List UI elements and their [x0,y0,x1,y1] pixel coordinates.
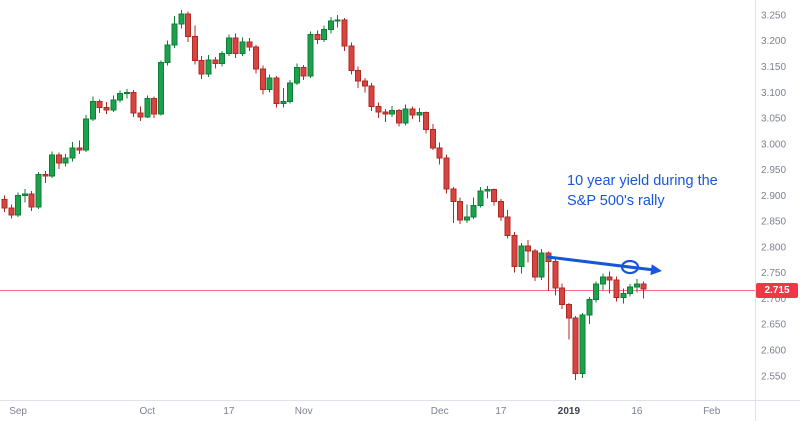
x-axis-label: 16 [631,406,643,417]
y-axis-label: 2.700 [761,294,786,305]
x-axis-label: 17 [223,406,235,417]
y-axis-label: 2.800 [761,242,786,253]
annotation-line-1: 10 year yield during the [567,173,718,189]
y-axis-label: 2.950 [761,165,786,176]
x-axis-label: 2019 [558,406,581,417]
y-axis-label: 2.900 [761,191,786,202]
y-axis-label: 3.250 [761,10,786,21]
y-axis-label: 2.550 [761,371,786,382]
x-axis-label: Feb [703,406,721,417]
price-line-tag: 2.715 [756,283,798,299]
y-axis-label: 3.200 [761,36,786,47]
price-axis[interactable]: 3.250 3.200 3.150 3.100 3.050 3.000 2.950 2.900… [761,10,786,382]
y-axis-label: 3.050 [761,114,786,125]
y-axis-label: 2.850 [761,217,786,228]
annotation-arrow[interactable] [546,255,662,276]
y-axis-label: 2.650 [761,320,786,331]
annotation-line-2: S&P 500's rally [567,193,665,209]
x-axis-label: Sep [9,406,27,417]
x-axis-label: Dec [431,406,449,417]
y-axis-label: 3.000 [761,139,786,150]
x-axis-label: Oct [140,406,156,417]
y-axis-label: 2.600 [761,346,786,357]
y-axis-label: 2.750 [761,268,786,279]
y-axis-label: 3.150 [761,62,786,73]
y-axis-label: 3.100 [761,88,786,99]
annotation-circle[interactable] [620,259,640,275]
x-axis-label: 17 [495,406,507,417]
annotation-text[interactable]: 10 year yield during the S&P 500's rally [567,171,718,211]
x-axis-label: Nov [295,406,313,417]
candle-series [1,9,647,380]
time-axis[interactable]: Sep Oct 17 Nov Dec 17 2019 16 Feb [9,406,721,417]
